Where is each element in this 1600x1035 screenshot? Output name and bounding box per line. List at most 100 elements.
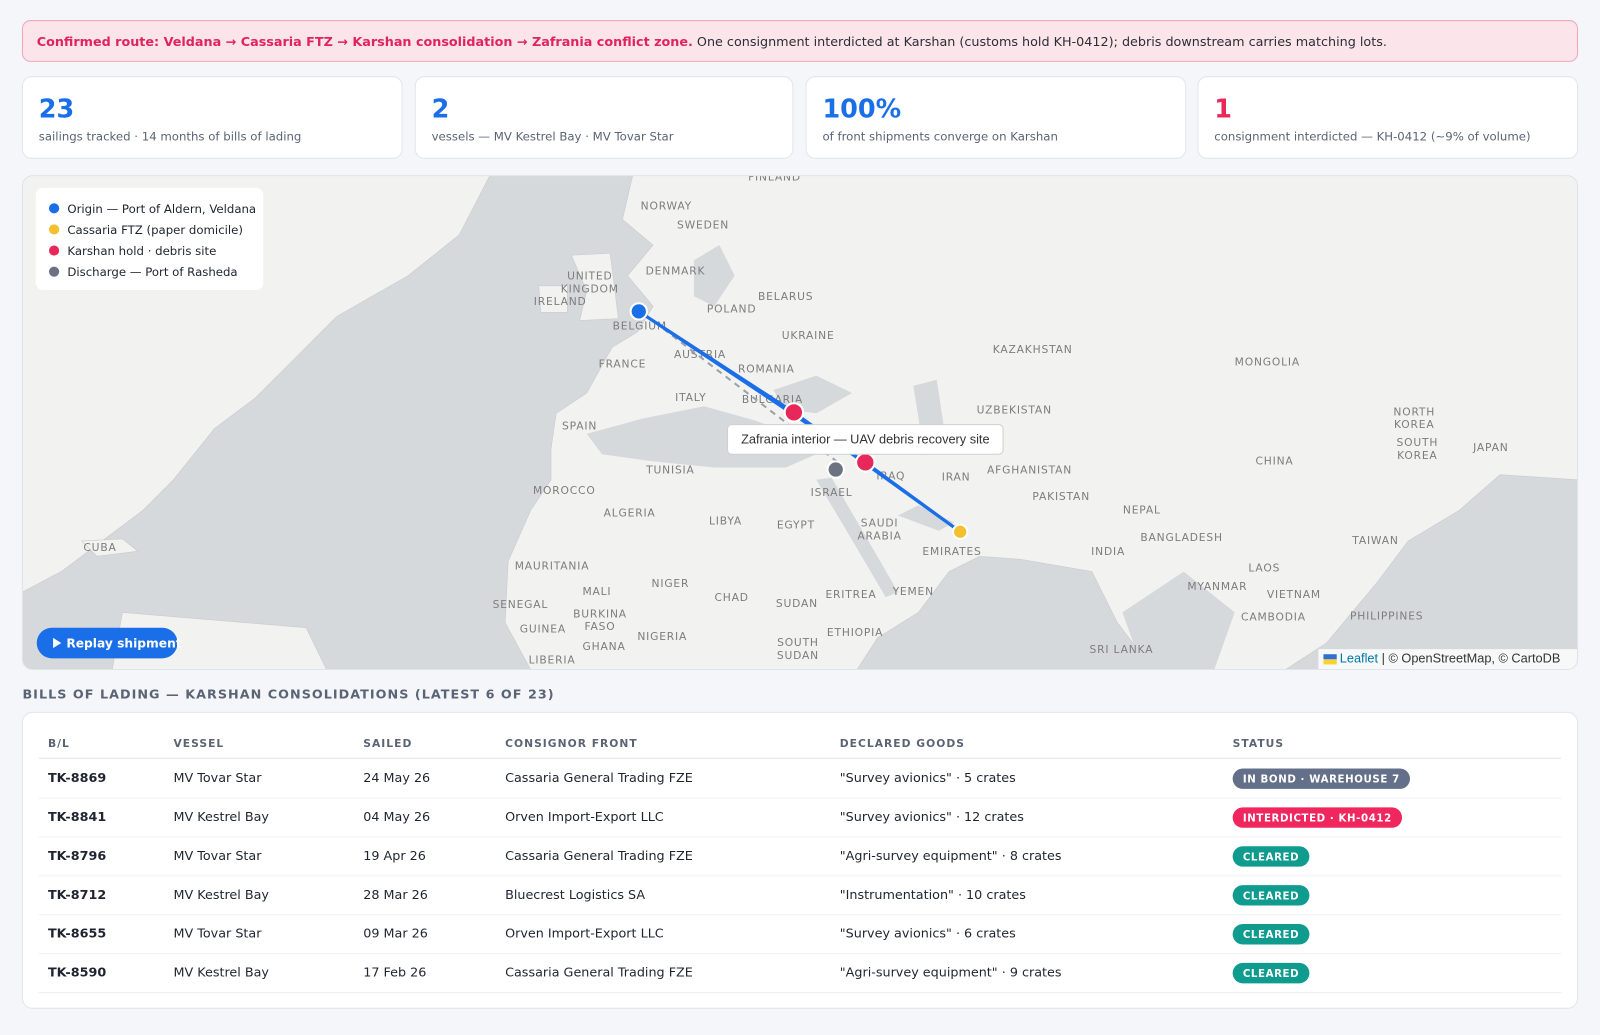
map-label: VIETNAM <box>1267 588 1321 601</box>
map-label: PAKISTAN <box>1032 490 1090 503</box>
map-label: NIGERIA <box>637 630 687 643</box>
status-badge <box>1232 807 1403 828</box>
map-label: SENEGAL <box>493 598 549 611</box>
tooltip <box>727 424 1004 455</box>
map-label: CAMBODIA <box>1241 611 1306 624</box>
cell-consignor: Cassaria General Trading FZE <box>505 771 693 786</box>
map-label: KAZAKHSTAN <box>993 343 1073 356</box>
legend-label: Origin — Port of Aldern, Veldana <box>67 202 256 216</box>
attribution: Leaflet | © OpenStreetMap, © CartoDB <box>1340 651 1561 666</box>
section-title: BILLS OF LADING — KARSHAN CONSOLIDATIONS… <box>22 688 554 703</box>
cell-consignor: Orven Import-Export LLC <box>505 810 664 825</box>
map-label: IRAN <box>942 471 971 484</box>
map-label: NORTH <box>1393 405 1435 418</box>
map-label: INDIA <box>1091 545 1125 558</box>
stat-value: 23 <box>39 94 75 124</box>
stat-value: 1 <box>1214 94 1232 124</box>
attribution-link[interactable]: Leaflet <box>1340 651 1379 666</box>
map-label: TUNISIA <box>645 464 695 477</box>
table-card <box>21 711 1579 1009</box>
replay-label[interactable]: Replay shipment <box>66 637 181 651</box>
map-label: GHANA <box>583 640 626 653</box>
column-header: STATUS <box>1233 737 1284 750</box>
cell-vessel: MV Tovar Star <box>173 927 262 942</box>
map-label: AFGHANISTAN <box>987 464 1072 477</box>
status-label: CLEARED <box>1243 969 1299 980</box>
stat-label: consignment interdicted — KH-0412 (~9% o… <box>1214 129 1530 143</box>
cell-bl: TK-8590 <box>48 966 106 981</box>
cell-bl: TK-8869 <box>48 771 106 786</box>
cell-goods: "Agri-survey equipment" · 8 crates <box>840 849 1062 864</box>
map-label: BELARUS <box>758 290 813 303</box>
cell-vessel: MV Tovar Star <box>173 771 262 786</box>
status-badge <box>1232 962 1310 984</box>
replay-button[interactable] <box>36 627 178 659</box>
map-label: FRANCE <box>599 357 647 370</box>
map-label: SOUTH <box>1396 436 1438 449</box>
cell-bl: TK-8841 <box>48 810 106 825</box>
cell-goods: "Survey avionics" · 12 crates <box>840 810 1024 825</box>
map-label: MALI <box>582 585 611 598</box>
legend-swatch <box>48 203 60 214</box>
map-label: SPAIN <box>562 420 597 433</box>
stat-label: sailings tracked · 14 months of bills of… <box>39 129 302 143</box>
cell-vessel: MV Tovar Star <box>173 849 262 864</box>
map-label: ISRAEL <box>811 486 853 499</box>
stat-value: 100% <box>822 94 901 124</box>
cell-consignor: Bluecrest Logistics SA <box>505 888 645 903</box>
cell-bl: TK-8712 <box>48 888 106 903</box>
cell-consignor: Orven Import-Export LLC <box>505 927 664 942</box>
map-label: LIBERIA <box>529 653 576 666</box>
map-label: CHINA <box>1255 454 1293 467</box>
map-label: SOUTH <box>777 636 819 649</box>
map-label: FINLAND <box>748 171 801 184</box>
marker-karshan[interactable] <box>783 402 805 423</box>
map-label: KOREA <box>1394 418 1434 431</box>
status-label: CLEARED <box>1243 930 1299 941</box>
map-label: BELGIUM <box>613 320 667 333</box>
cell-goods: "Survey avionics" · 5 crates <box>840 771 1016 786</box>
status-label: INTERDICTED · KH-0412 <box>1243 814 1392 825</box>
cell-sailed: 09 Mar 26 <box>363 927 428 942</box>
banner <box>21 20 1579 62</box>
cell-sailed: 28 Mar 26 <box>363 888 428 903</box>
attribution-text: | © OpenStreetMap, © CartoDB <box>1382 651 1561 666</box>
map-label: ITALY <box>675 391 706 404</box>
stat-card <box>805 76 1187 159</box>
status-badge <box>1232 768 1411 789</box>
marker-debris[interactable] <box>855 452 876 473</box>
map-label: ARABIA <box>857 529 901 542</box>
marker-cassaria[interactable] <box>952 523 969 540</box>
banner-body: One consignment interdicted at Karshan (… <box>697 34 1387 49</box>
map-label: SRI LANKA <box>1090 643 1154 656</box>
cell-bl: TK-8796 <box>48 849 106 864</box>
legend <box>35 187 264 290</box>
status-label: CLEARED <box>1243 853 1299 864</box>
cell-sailed: 04 May 26 <box>363 810 430 825</box>
map-label: ERITREA <box>825 588 876 601</box>
cell-bl: TK-8655 <box>48 927 106 942</box>
map-label: YEMEN <box>892 585 934 598</box>
play-icon <box>53 637 62 649</box>
tooltip-text: Zafrania interior — UAV debris recovery … <box>741 431 989 446</box>
map-label: EGYPT <box>777 519 815 532</box>
inland-seas <box>586 245 1235 670</box>
map-label: PHILIPPINES <box>1350 609 1423 622</box>
marker-discharge[interactable] <box>826 460 845 479</box>
column-header: B/L <box>48 737 70 750</box>
column-header: VESSEL <box>173 737 224 750</box>
stat-card <box>21 76 403 159</box>
map-label: UZBEKISTAN <box>977 403 1052 416</box>
column-header: SAILED <box>363 737 412 750</box>
map-label: ETHIOPIA <box>827 626 883 639</box>
cell-vessel: MV Kestrel Bay <box>173 810 269 825</box>
legend-label: Discharge — Port of Rasheda <box>67 265 237 279</box>
map-label: BURKINA <box>573 607 627 620</box>
status-badge <box>1232 885 1310 906</box>
marker-origin[interactable] <box>629 302 648 321</box>
map-label: SUDAN <box>777 649 819 662</box>
map-label: SWEDEN <box>677 219 729 232</box>
stat-value: 2 <box>432 94 450 124</box>
map-label: ROMANIA <box>738 363 795 376</box>
